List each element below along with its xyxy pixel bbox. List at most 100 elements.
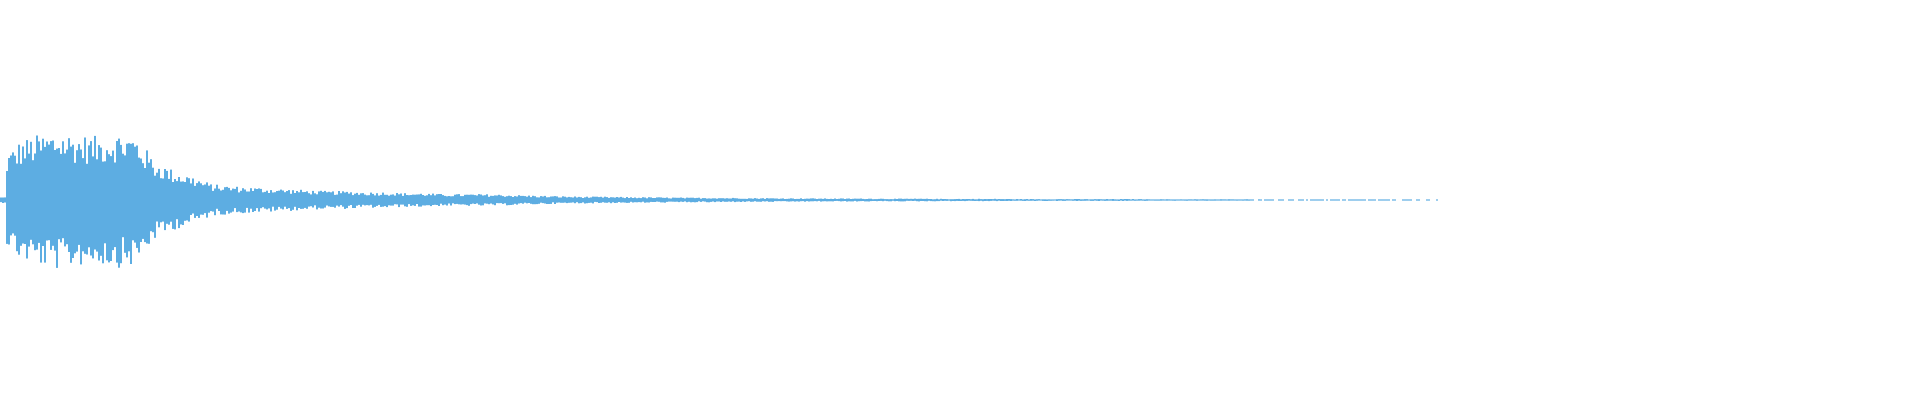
waveform-sample-bar — [844, 199, 846, 201]
waveform-sample-bar — [246, 191, 248, 208]
waveform-sample-bar — [696, 197, 698, 203]
waveform-sample-bar — [1388, 199, 1390, 201]
waveform-sample-bar — [1298, 199, 1300, 201]
waveform-sample-bar — [824, 198, 826, 202]
waveform-sample-bar — [920, 198, 922, 201]
waveform-sample-bar — [820, 198, 822, 202]
waveform-sample-bar — [276, 191, 278, 210]
waveform-sample-bar — [378, 195, 380, 205]
waveform-sample-bar — [1386, 199, 1388, 201]
waveform-sample-bar — [762, 198, 764, 202]
waveform-sample-bar — [1046, 199, 1048, 201]
waveform-sample-bar — [56, 148, 58, 268]
waveform-sample-bar — [168, 178, 170, 225]
waveform-sample-bar — [80, 149, 82, 265]
waveform-sample-bar — [1322, 199, 1324, 201]
waveform-sample-bar — [896, 199, 898, 201]
waveform-sample-bar — [666, 197, 668, 202]
waveform-sample-bar — [924, 198, 926, 202]
waveform-sample-bar — [1080, 199, 1082, 201]
waveform-sample-bar — [1182, 199, 1184, 201]
waveform-sample-bar — [1088, 199, 1090, 201]
waveform-sample-bar — [972, 198, 974, 201]
waveform-sample-bar — [412, 194, 414, 206]
waveform-sample-bar — [994, 198, 996, 201]
waveform-sample-bar — [880, 198, 882, 201]
waveform-sample-bar — [342, 191, 344, 207]
waveform-sample-bar — [610, 197, 612, 204]
waveform-sample-bar — [706, 198, 708, 203]
waveform-sample-bar — [152, 167, 154, 233]
waveform-sample-bar — [1130, 199, 1132, 201]
waveform-sample-bar — [434, 195, 436, 205]
waveform-sample-bar — [468, 194, 470, 206]
waveform-sample-bar — [900, 198, 902, 202]
waveform-sample-bar — [1048, 199, 1050, 201]
waveform-sample-bar — [454, 194, 456, 205]
waveform-sample-bar — [544, 195, 546, 204]
waveform-sample-bar — [46, 141, 48, 241]
waveform-sample-bar — [356, 192, 358, 206]
waveform-sample-bar — [976, 199, 978, 201]
waveform-sample-bar — [1078, 199, 1080, 201]
waveform-sample-bar — [464, 194, 466, 205]
waveform-sample-bar — [1406, 199, 1408, 201]
waveform-sample-bar — [1032, 199, 1034, 201]
waveform-sample-bar — [130, 143, 132, 264]
waveform-sample-bar — [72, 144, 74, 258]
waveform-sample-bar — [316, 194, 318, 210]
waveform-sample-bar — [1264, 199, 1266, 201]
waveform-sample-bar — [1118, 199, 1120, 201]
waveform-sample-bar — [1354, 199, 1356, 201]
waveform-sample-bar — [1292, 199, 1294, 201]
waveform-sample-bar — [1016, 199, 1018, 201]
waveform-sample-bar — [1200, 199, 1202, 201]
waveform-sample-bar — [800, 198, 802, 202]
waveform-sample-bar — [238, 192, 240, 212]
waveform-sample-bar — [1314, 199, 1316, 201]
waveform-sample-bar — [88, 145, 90, 248]
waveform-sample-bar — [506, 196, 508, 206]
waveform-sample-bar — [364, 194, 366, 206]
waveform-sample-bar — [1310, 199, 1312, 201]
waveform-sample-bar — [790, 198, 792, 202]
waveform-sample-bar — [470, 194, 472, 205]
waveform-sample-bar — [230, 190, 232, 213]
waveform-sample-bar — [8, 158, 10, 245]
waveform-sample-bar — [1038, 199, 1040, 201]
waveform-sample-bar — [1186, 199, 1188, 201]
waveform-sample-bar — [630, 197, 632, 202]
waveform-sample-bar — [736, 198, 738, 202]
waveform-sample-bar — [816, 199, 818, 202]
waveform-sample-bar — [640, 198, 642, 203]
waveform-sample-bar — [74, 162, 76, 254]
waveform-sample-bar — [10, 155, 12, 236]
waveform-sample-bar — [300, 189, 302, 209]
waveform-sample-bar — [1002, 199, 1004, 201]
waveform-sample-bar — [104, 161, 106, 244]
waveform-sample-bar — [542, 196, 544, 204]
waveform-sample-bar — [1148, 199, 1150, 201]
waveform-sample-bar — [944, 199, 946, 201]
waveform-sample-bar — [986, 199, 988, 201]
waveform-sample-bar — [404, 193, 406, 207]
waveform-sample-bar — [754, 198, 756, 202]
waveform-sample-bar — [678, 197, 680, 203]
waveform-sample-bar — [634, 197, 636, 203]
waveform-sample-bar — [1132, 199, 1134, 201]
waveform-sample-bar — [1138, 199, 1140, 201]
waveform-sample-bar — [262, 192, 264, 208]
waveform-sample-bar — [496, 195, 498, 204]
waveform-sample-bar — [914, 198, 916, 201]
waveform-sample-bar — [1100, 199, 1102, 201]
waveform-sample-bar — [830, 198, 832, 202]
waveform-sample-bar — [60, 153, 62, 243]
waveform-sample-bar — [692, 197, 694, 203]
waveform-sample-bar — [224, 187, 226, 215]
waveform-sample-bar — [320, 190, 322, 209]
waveform-sample-bar — [1006, 199, 1008, 201]
waveform-sample-bar — [778, 198, 780, 202]
waveform-sample-bar — [486, 194, 488, 204]
waveform-sample-bar — [418, 194, 420, 207]
waveform-sample-bar — [1382, 199, 1384, 201]
